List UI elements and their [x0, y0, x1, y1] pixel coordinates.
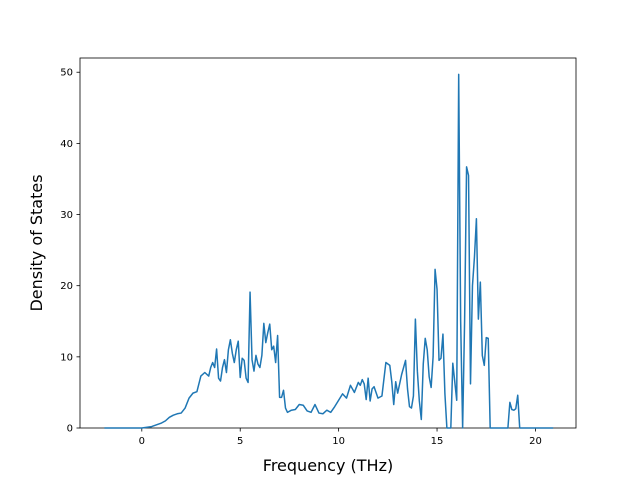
y-axis-ticks: 0 10 20 30 40 50	[60, 68, 80, 435]
x-tick-label: 5	[237, 436, 243, 447]
x-axis-ticks: 0 5 10 15 20	[139, 428, 542, 447]
x-tick-label: 20	[529, 436, 542, 447]
x-tick-label: 0	[139, 436, 145, 447]
x-axis-label: Frequency (THz)	[263, 456, 393, 475]
y-tick-label: 20	[60, 281, 73, 292]
y-tick-label: 50	[60, 68, 73, 79]
y-tick-label: 10	[60, 352, 73, 363]
y-axis-label: Density of States	[27, 174, 46, 311]
series-line-dos	[104, 73, 554, 429]
y-tick-label: 40	[60, 139, 73, 150]
x-tick-label: 10	[332, 436, 345, 447]
y-tick-label: 0	[67, 424, 73, 435]
plot-area-frame	[79, 57, 577, 429]
y-tick-label: 30	[60, 210, 73, 221]
x-tick-label: 15	[431, 436, 444, 447]
